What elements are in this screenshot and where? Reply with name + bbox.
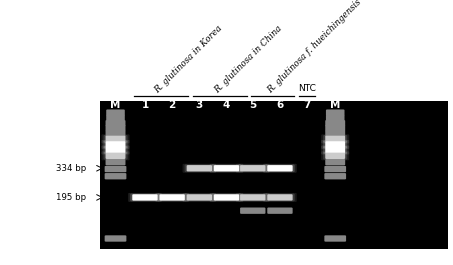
FancyBboxPatch shape [101,151,130,160]
FancyBboxPatch shape [106,130,125,137]
FancyBboxPatch shape [128,193,162,202]
FancyBboxPatch shape [106,159,125,165]
FancyBboxPatch shape [103,135,128,143]
FancyBboxPatch shape [325,141,345,148]
FancyBboxPatch shape [106,115,125,121]
FancyBboxPatch shape [265,193,295,201]
Text: M: M [330,100,340,110]
FancyBboxPatch shape [183,193,216,202]
FancyBboxPatch shape [325,130,345,137]
Text: 334 bp: 334 bp [56,164,86,173]
FancyBboxPatch shape [323,135,347,143]
Text: 2: 2 [169,100,176,110]
FancyBboxPatch shape [210,193,243,202]
FancyBboxPatch shape [214,165,239,171]
FancyBboxPatch shape [240,194,265,201]
FancyBboxPatch shape [321,140,349,149]
FancyBboxPatch shape [187,194,212,201]
FancyBboxPatch shape [103,146,128,154]
FancyBboxPatch shape [265,164,295,172]
FancyBboxPatch shape [183,164,216,173]
FancyBboxPatch shape [325,159,345,165]
FancyBboxPatch shape [326,109,345,116]
FancyBboxPatch shape [106,109,125,116]
FancyBboxPatch shape [326,115,345,121]
Text: M: M [111,100,120,110]
FancyBboxPatch shape [212,164,241,172]
FancyBboxPatch shape [321,145,349,154]
FancyBboxPatch shape [236,164,270,173]
FancyBboxPatch shape [105,166,126,172]
FancyBboxPatch shape [321,134,349,143]
FancyBboxPatch shape [101,134,130,143]
FancyBboxPatch shape [325,147,345,153]
Text: NTC: NTC [298,84,316,93]
FancyBboxPatch shape [267,165,293,171]
Text: R. glutinosa in Korea: R. glutinosa in Korea [153,24,224,95]
FancyBboxPatch shape [236,193,270,202]
FancyBboxPatch shape [105,235,126,242]
FancyBboxPatch shape [323,146,347,154]
Bar [100,101,448,249]
FancyBboxPatch shape [212,193,241,201]
FancyBboxPatch shape [321,151,349,160]
FancyBboxPatch shape [106,147,125,153]
FancyBboxPatch shape [240,165,265,171]
FancyBboxPatch shape [130,193,160,201]
Text: 4: 4 [223,100,230,110]
Text: 195 bp: 195 bp [56,193,86,202]
FancyBboxPatch shape [325,125,345,131]
FancyBboxPatch shape [263,164,297,173]
FancyBboxPatch shape [267,207,293,214]
FancyBboxPatch shape [132,194,158,201]
FancyBboxPatch shape [323,152,347,160]
FancyBboxPatch shape [185,193,214,201]
FancyBboxPatch shape [103,140,128,148]
FancyBboxPatch shape [106,120,125,126]
FancyBboxPatch shape [324,173,346,179]
FancyBboxPatch shape [325,136,345,142]
FancyBboxPatch shape [105,173,126,179]
FancyBboxPatch shape [240,207,265,214]
FancyBboxPatch shape [187,165,212,171]
FancyBboxPatch shape [155,193,189,202]
Text: R. glutinosa in China: R. glutinosa in China [212,24,284,95]
FancyBboxPatch shape [185,164,214,172]
FancyBboxPatch shape [323,140,347,148]
FancyBboxPatch shape [238,164,267,172]
FancyBboxPatch shape [106,136,125,142]
FancyBboxPatch shape [101,140,130,149]
FancyBboxPatch shape [101,145,130,154]
FancyBboxPatch shape [214,194,239,201]
FancyBboxPatch shape [324,166,346,172]
Text: R. glutinosa f. hueichingensis: R. glutinosa f. hueichingensis [265,0,363,95]
FancyBboxPatch shape [158,193,187,201]
FancyBboxPatch shape [210,164,243,173]
Text: 1: 1 [141,100,149,110]
FancyBboxPatch shape [106,125,125,131]
FancyBboxPatch shape [159,194,185,201]
FancyBboxPatch shape [238,193,267,201]
FancyBboxPatch shape [267,194,293,201]
Text: 6: 6 [276,100,284,110]
Text: 5: 5 [249,100,256,110]
FancyBboxPatch shape [263,193,297,202]
Text: 3: 3 [196,100,203,110]
FancyBboxPatch shape [106,153,125,159]
FancyBboxPatch shape [325,120,345,126]
Text: 7: 7 [304,100,311,110]
FancyBboxPatch shape [103,152,128,160]
FancyBboxPatch shape [325,153,345,159]
FancyBboxPatch shape [324,235,346,242]
FancyBboxPatch shape [106,141,125,148]
